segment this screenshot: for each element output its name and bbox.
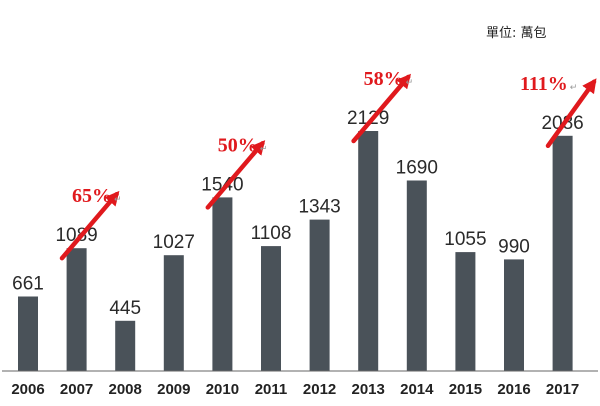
data-label-2012: 1343	[298, 197, 340, 218]
growth-label-4: 111%	[520, 73, 568, 95]
data-label-2011: 1108	[251, 223, 292, 244]
growth-arrow-2	[205, 140, 266, 210]
data-label-2015: 1055	[444, 229, 486, 250]
x-tick-2009: 2009	[157, 381, 190, 398]
bar-2012	[309, 219, 330, 371]
bar-2016	[504, 259, 524, 371]
return-mark-icon: ↵	[114, 195, 122, 205]
return-mark-icon: ↵	[570, 83, 578, 93]
x-tick-2012: 2012	[303, 381, 336, 398]
x-tick-2007: 2007	[60, 381, 93, 398]
bar-2006	[18, 296, 38, 371]
bar-2008	[115, 320, 136, 371]
growth-label-1: 65%	[72, 185, 112, 207]
x-tick-2015: 2015	[449, 381, 482, 398]
bar-2010	[212, 197, 233, 371]
data-label-2016: 990	[498, 236, 530, 257]
x-tick-2010: 2010	[206, 381, 239, 398]
x-tick-2013: 2013	[352, 381, 385, 398]
bar-2011	[261, 246, 281, 371]
x-tick-2017: 2017	[546, 381, 579, 398]
bar-2017	[552, 135, 573, 371]
growth-label-2: 50%	[218, 134, 258, 156]
x-tick-2014: 2014	[400, 381, 434, 398]
x-tick-2008: 2008	[109, 381, 142, 398]
x-tick-2011: 2011	[255, 381, 288, 398]
growth-arrow-4	[545, 78, 597, 149]
growth-label-3: 58%	[364, 68, 404, 90]
data-label-2006: 661	[12, 274, 44, 295]
bar-2013	[358, 131, 379, 371]
bar-2015	[455, 252, 476, 371]
bar-2014	[406, 180, 427, 371]
x-tick-2006: 2006	[11, 381, 44, 398]
data-label-2008: 445	[109, 298, 141, 319]
growth-arrow-3	[351, 73, 412, 144]
data-label-2009: 1027	[153, 232, 195, 253]
return-mark-icon: ↵	[260, 144, 268, 154]
data-label-2014: 1690	[396, 158, 438, 179]
bar-2007	[66, 248, 87, 371]
unit-label: 單位: 萬包	[486, 26, 547, 41]
growth-arrow-1	[59, 190, 120, 261]
x-tick-2016: 2016	[497, 381, 530, 398]
bar-2009	[163, 255, 184, 371]
return-mark-icon: ↵	[406, 78, 414, 88]
